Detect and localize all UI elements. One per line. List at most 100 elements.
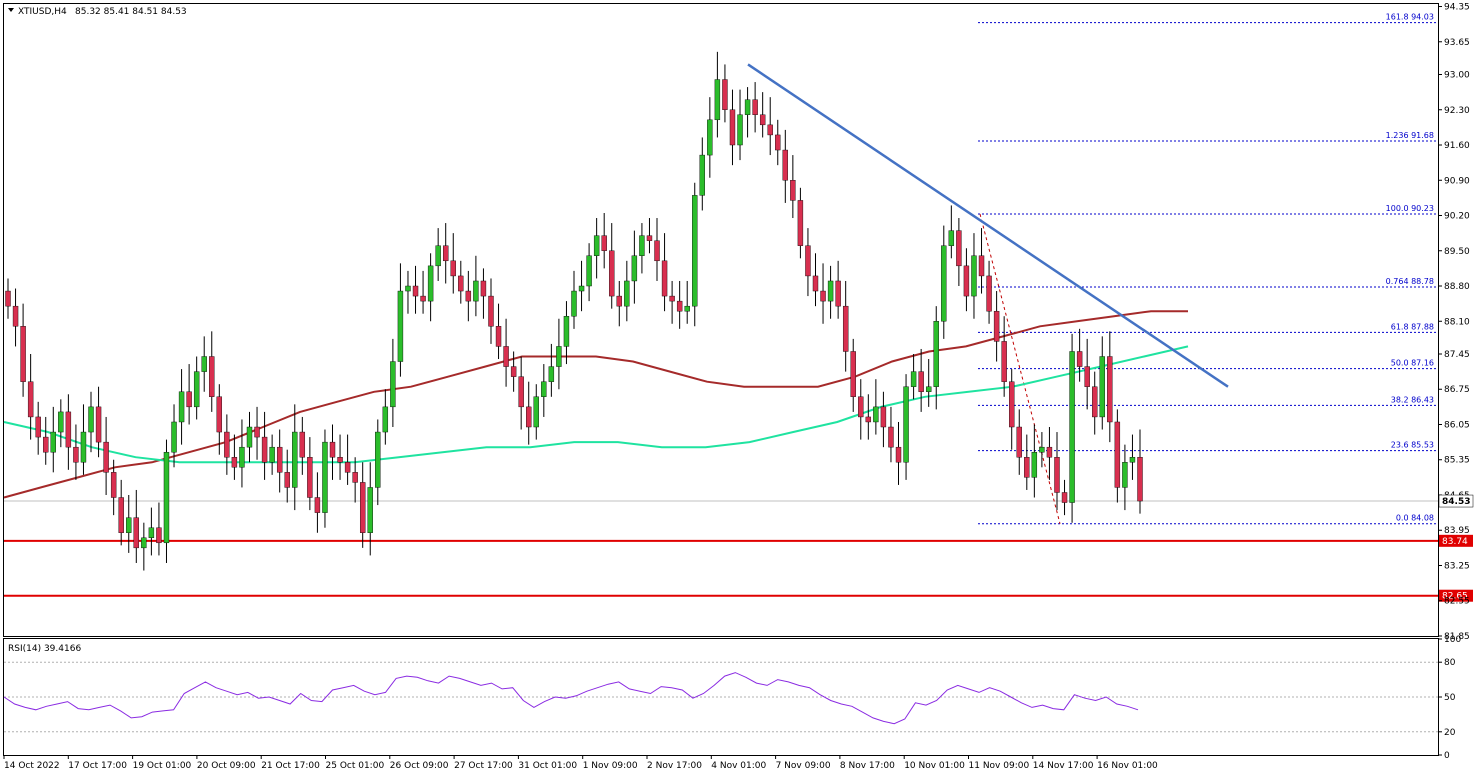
candle-body [639, 235, 645, 256]
candle [609, 223, 615, 309]
candle [178, 369, 185, 445]
candle [1016, 409, 1022, 475]
chart-menu-icon[interactable] [8, 8, 14, 12]
candle-body [616, 295, 622, 307]
descending-trendline[interactable] [747, 63, 1229, 388]
candle-body [450, 260, 456, 277]
candle [918, 348, 924, 412]
candle [246, 411, 253, 463]
candle [631, 230, 638, 304]
candle [1129, 434, 1136, 480]
ohlc-label: 85.32 85.41 84.51 84.53 [75, 7, 187, 17]
candle-body [5, 290, 11, 307]
candle [586, 243, 592, 302]
candle [548, 343, 555, 397]
candle [1107, 331, 1113, 443]
price-axis: 94.35 93.65 93.00 92.30 91.60 90.90 90.20 89.50… [1438, 3, 1474, 642]
candle [812, 253, 819, 307]
candle-body [178, 391, 185, 423]
candle [873, 379, 879, 435]
candle-body [820, 290, 826, 302]
time-tick-label: 19 Oct 01:00 [133, 761, 192, 771]
fibonacci-retracement[interactable]: 161.8 94.03 1.236 91.68 100.0 90.23 0.764 8… [978, 13, 1437, 525]
candle [684, 280, 690, 324]
price-tick-label: 93.00 [1444, 71, 1470, 81]
candle-body [390, 361, 396, 408]
candle-body [1129, 457, 1136, 463]
price-tick-label: 93.65 [1444, 38, 1470, 48]
price-tick-label: 90.90 [1444, 176, 1470, 186]
candle-body [676, 300, 683, 312]
candle [427, 253, 434, 322]
candle [835, 260, 841, 319]
candle [435, 228, 441, 281]
candle [880, 391, 887, 448]
candle [148, 507, 155, 556]
candle [895, 421, 902, 485]
candle-body [873, 406, 879, 423]
candle [480, 268, 487, 319]
support-lines[interactable]: 83.74 82.65 [4, 534, 1473, 602]
price-tick-label: 90.20 [1444, 212, 1470, 222]
candle-body [103, 441, 109, 473]
candle [65, 394, 72, 470]
candle [1137, 429, 1143, 514]
candle [1092, 371, 1098, 435]
candle [171, 404, 177, 468]
candle-body [752, 99, 758, 115]
current-price-badge [1438, 494, 1474, 508]
candle [80, 404, 87, 475]
candle [556, 318, 562, 390]
candle-body [435, 245, 441, 267]
candle [639, 223, 645, 274]
candle-body [269, 446, 275, 463]
time-tick-label: 21 Oct 17:00 [261, 761, 320, 771]
candle-body [918, 371, 924, 392]
time-tick-label: 7 Nov 09:00 [776, 761, 831, 771]
candle [956, 218, 962, 287]
candle-body [1114, 421, 1121, 488]
candle-body [1009, 381, 1015, 428]
candle [1076, 328, 1083, 382]
candle-body [797, 200, 804, 246]
price-tick-label: 88.10 [1444, 317, 1470, 327]
candle-body [526, 406, 532, 428]
candle-body [827, 280, 834, 302]
price-tick-label: 89.50 [1444, 247, 1470, 257]
candle-body [903, 386, 909, 463]
candle [692, 182, 698, 327]
candle-body [729, 109, 736, 146]
candle [737, 89, 743, 161]
candle-body [1107, 356, 1113, 423]
candle [654, 218, 660, 281]
candle-body [910, 371, 917, 387]
candle-body [420, 295, 426, 302]
candle-body [314, 497, 321, 513]
candle-body [1061, 492, 1068, 503]
candle-body [609, 250, 615, 297]
candle [775, 119, 781, 166]
candle-body [382, 406, 389, 433]
candle-body [744, 99, 751, 115]
candle [359, 462, 366, 548]
candle [1114, 409, 1121, 503]
candle [797, 187, 804, 259]
time-tick-label: 20 Oct 09:00 [197, 761, 256, 771]
chart-header: XTIUSD,H4 85.32 85.41 84.51 84.53 [8, 7, 187, 17]
candle [1009, 369, 1015, 450]
price-panel[interactable] [3, 3, 1439, 637]
candle [707, 97, 713, 178]
fib-level-label: 0.0 84.08 [1396, 514, 1434, 523]
time-tick-label: 26 Oct 09:00 [390, 761, 449, 771]
support-price-label: 83.74 [1442, 537, 1468, 547]
candle [827, 265, 834, 319]
candle [216, 384, 223, 455]
trendline[interactable] [747, 63, 1229, 388]
candle-body [329, 441, 336, 458]
candle [443, 223, 449, 284]
candle-body [141, 537, 147, 549]
candle [110, 459, 117, 516]
candle-body [518, 376, 524, 408]
candle-body [73, 446, 79, 463]
